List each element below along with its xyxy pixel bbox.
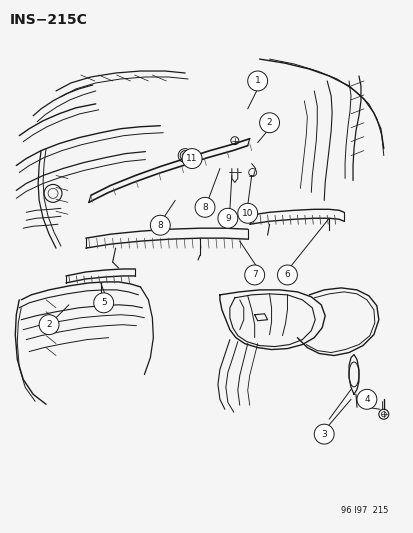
Circle shape [39,315,59,335]
Circle shape [217,208,237,228]
Text: 1: 1 [254,76,260,85]
Text: 11: 11 [186,154,197,163]
Text: 96 I97  215: 96 I97 215 [341,506,388,515]
Circle shape [237,203,257,223]
Text: 8: 8 [157,221,163,230]
Text: 5: 5 [101,298,106,308]
Circle shape [247,71,267,91]
Circle shape [277,265,297,285]
Text: 9: 9 [224,214,230,223]
Text: INS−215C: INS−215C [9,13,87,27]
Text: 2: 2 [46,320,52,329]
Text: 6: 6 [284,270,290,279]
Circle shape [150,215,170,235]
Text: 4: 4 [363,395,369,404]
Text: 3: 3 [320,430,326,439]
Circle shape [356,389,376,409]
Text: 7: 7 [251,270,257,279]
Text: 2: 2 [266,118,272,127]
Circle shape [259,113,279,133]
Circle shape [182,149,202,168]
Text: 8: 8 [202,203,207,212]
Circle shape [244,265,264,285]
Text: 10: 10 [241,209,253,218]
Circle shape [93,293,113,313]
Circle shape [313,424,333,444]
Circle shape [195,197,214,217]
